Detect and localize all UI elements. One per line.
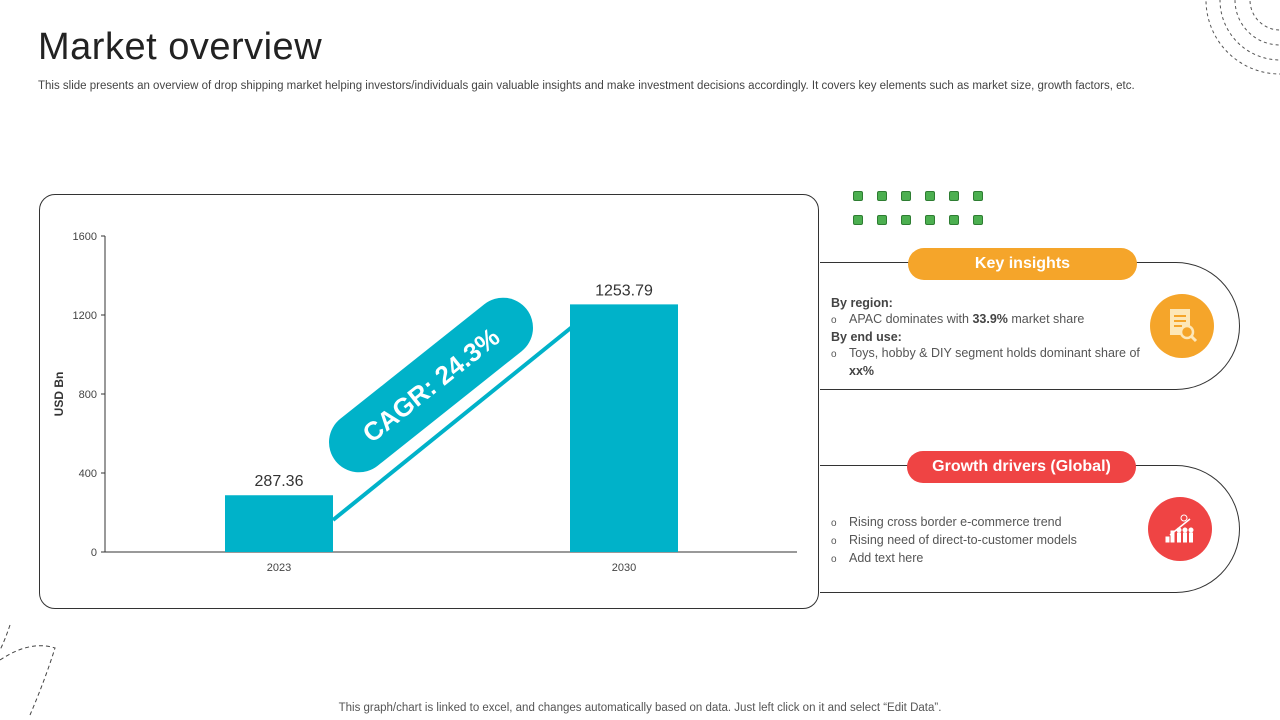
cagr-label: CAGR: 24.3%: [357, 322, 506, 449]
page-title: Market overview: [38, 26, 323, 68]
green-dot: [925, 215, 935, 225]
green-dot: [973, 191, 983, 201]
cagr-arrow-line: [331, 325, 574, 522]
x-tick-label: 2030: [612, 562, 636, 574]
green-dot: [877, 215, 887, 225]
region-text-end: market share: [1007, 312, 1085, 326]
y-tick-label: 400: [79, 468, 97, 480]
bar-2030: [570, 304, 678, 552]
decorative-arcs: [1205, 0, 1280, 75]
y-tick-label: 1200: [73, 310, 97, 322]
region-label: By region:: [831, 296, 893, 310]
data-label: 287.36: [255, 473, 304, 490]
y-tick-label: 1600: [73, 231, 97, 243]
footer-note: This graph/chart is linked to excel, and…: [338, 702, 942, 714]
document-search-icon: [1150, 294, 1214, 358]
growth-chart-people-icon: [1148, 497, 1212, 561]
green-dot: [949, 191, 959, 201]
bar-chart: USD Bn 0 400 800 1200 1600 287.36 2023 1253.79…: [52, 231, 797, 574]
green-dot: [877, 191, 887, 201]
chart-container: [39, 194, 819, 609]
green-dot: [853, 191, 863, 201]
green-dot: [901, 191, 911, 201]
enduse-value: xx%: [849, 364, 875, 378]
list-item: o Rising need of direct-to-customer model…: [831, 533, 1077, 547]
region-value: 33.9%: [972, 312, 1008, 326]
key-insights-title: Key insights: [908, 248, 1137, 280]
green-dot: [973, 215, 983, 225]
list-item: o Rising cross border e-commerce trend: [831, 515, 1062, 529]
y-tick-label: 0: [91, 547, 97, 559]
data-label: 1253.79: [595, 282, 653, 299]
y-tick-label: 800: [79, 389, 97, 401]
y-axis-label: USD Bn: [52, 372, 66, 417]
enduse-text: Toys, hobby & DIY segment holds dominant…: [849, 346, 1140, 360]
page-subtitle: This slide presents an overview of drop …: [38, 80, 1135, 92]
growth-drivers-title: Growth drivers (Global): [907, 451, 1136, 483]
green-dot: [901, 215, 911, 225]
region-text: APAC dominates with: [849, 312, 973, 326]
green-dot: [853, 215, 863, 225]
enduse-label: By end use:: [831, 330, 902, 344]
list-item: o Add text here: [831, 551, 924, 565]
key-insights-text: By region: o APAC dominates with 33.9% ma…: [831, 296, 1140, 378]
bar-2023: [225, 495, 333, 552]
green-dot: [925, 191, 935, 201]
decorative-squiggle: [0, 624, 56, 716]
x-tick-label: 2023: [267, 562, 291, 574]
cagr-badge: CAGR: 24.3%: [329, 297, 533, 473]
green-dot: [949, 215, 959, 225]
